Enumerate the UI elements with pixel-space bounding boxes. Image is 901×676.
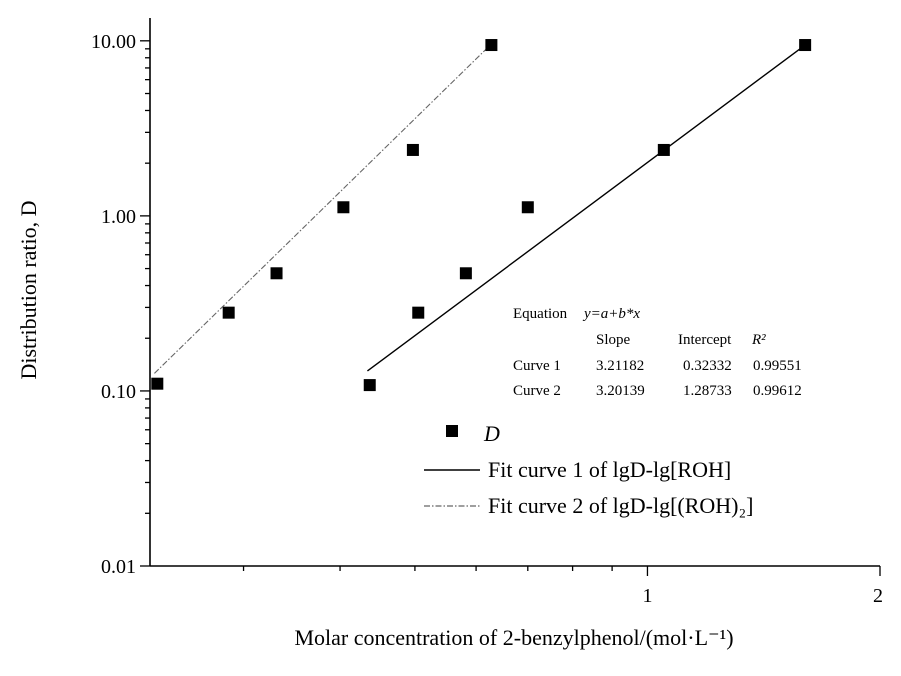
legend-marker-square	[446, 425, 458, 437]
fit-curve-1-line	[367, 44, 806, 372]
fit-table-row-label: Curve 2	[513, 383, 561, 399]
x-axis-title: Molar concentration of 2-benzylphenol/(m…	[294, 625, 733, 650]
x-tick-label: 1	[642, 585, 652, 607]
data-point-marker	[485, 39, 498, 52]
y-tick-label: 10.00	[91, 31, 136, 53]
y-tick-label: 0.10	[101, 381, 136, 403]
data-point-marker	[459, 267, 472, 280]
data-point-marker	[151, 377, 164, 390]
data-point-marker	[412, 306, 425, 319]
y-tick-label: 0.01	[101, 556, 136, 578]
data-point-marker	[799, 39, 812, 52]
axis-labels: Molar concentration of 2-benzylphenol/(m…	[16, 200, 734, 650]
axes: 0.01 0.10 1.00 10.00 1 2	[91, 18, 883, 607]
fit-table-cell: 1.28733	[683, 383, 732, 399]
fit-curve-2-line	[154, 44, 491, 374]
fit-table-cell: 3.21182	[596, 358, 644, 374]
fit-table-row-label: Curve 1	[513, 358, 561, 374]
fit-table-equation-label: Equation	[513, 306, 568, 322]
fit-table-cell: 3.20139	[596, 383, 645, 399]
legend-label-fit-2: Fit curve 2 of lgD-lg[(ROH)₂]	[488, 493, 754, 518]
data-point-marker	[406, 143, 419, 156]
data-point-marker	[222, 306, 235, 319]
fit-table: Equation y=a+b*x Slope Intercept R² Curve 1 3.…	[513, 306, 802, 399]
fit-table-column-header: R²	[751, 332, 766, 348]
data-point-marker	[363, 379, 376, 392]
data-point-marker	[521, 201, 534, 214]
x-tick-label: 2	[873, 585, 883, 607]
legend-label-fit-1: Fit curve 1 of lgD-lg[ROH]	[488, 457, 731, 482]
fit-table-column-header: Slope	[596, 332, 631, 348]
data-point-marker	[657, 143, 670, 156]
y-axis-title: Distribution ratio, D	[16, 200, 41, 379]
legend: D Fit curve 1 of lgD-lg[ROH] Fit curve 2 o…	[424, 421, 754, 518]
fit-table-column-header: Intercept	[678, 332, 732, 348]
fit-table-equation: y=a+b*x	[582, 306, 640, 322]
data-point-marker	[337, 201, 350, 214]
legend-label-d: D	[483, 421, 500, 446]
fit-table-cell: 0.99551	[753, 358, 802, 374]
data-point-marker	[270, 267, 283, 280]
fit-table-cell: 0.99612	[753, 383, 802, 399]
y-tick-label: 1.00	[101, 206, 136, 228]
fit-table-cell: 0.32332	[683, 358, 732, 374]
chart-marks	[151, 39, 812, 392]
